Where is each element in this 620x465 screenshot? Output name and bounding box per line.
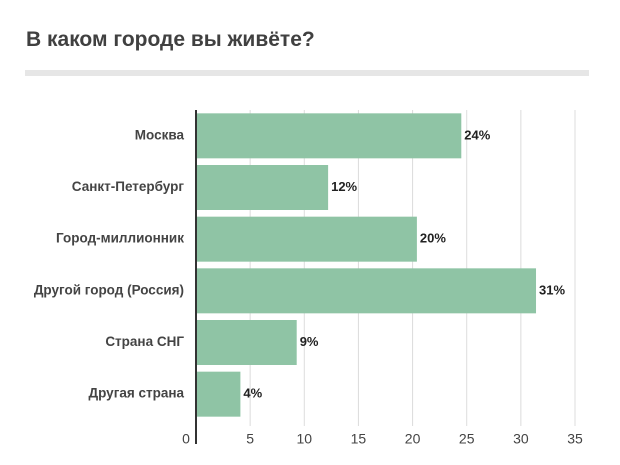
- value-label-5: 4%: [243, 386, 262, 401]
- value-label-3: 31%: [539, 282, 565, 297]
- x-tick-label-20: 20: [405, 431, 421, 447]
- bar-4: [196, 320, 297, 365]
- value-label-1: 12%: [331, 179, 357, 194]
- category-label-3: Другой город (Россия): [34, 282, 184, 297]
- labels: 0 5 10 15 20 25 30 35 Москва 24% Санкт-Петербург 12…: [34, 127, 583, 446]
- bar-5: [196, 371, 241, 417]
- bars: [196, 113, 537, 417]
- value-label-2: 20%: [420, 231, 446, 246]
- x-tick-label-30: 30: [513, 431, 529, 447]
- x-tick-label-25: 25: [459, 431, 475, 447]
- category-label-5: Другая страна: [89, 386, 185, 401]
- category-label-2: Город-миллионник: [56, 231, 184, 246]
- x-tick-label-35: 35: [567, 431, 583, 447]
- x-tick-label-5: 5: [246, 431, 254, 447]
- bar-0: [196, 113, 462, 159]
- grid-lines: [249, 110, 576, 426]
- category-label-1: Санкт-Петербург: [72, 179, 185, 194]
- x-tick-label-10: 10: [296, 431, 312, 447]
- title-divider: [25, 70, 589, 76]
- chart-title: В каком городе вы живёте?: [26, 28, 315, 51]
- bar-3: [196, 268, 537, 314]
- x-tick-label-0: 0: [182, 431, 190, 447]
- category-label-4: Страна СНГ: [105, 334, 184, 349]
- bar-2: [196, 216, 417, 262]
- value-label-4: 9%: [300, 334, 319, 349]
- bar-1: [196, 165, 329, 210]
- value-label-0: 24%: [464, 127, 490, 142]
- category-label-0: Москва: [135, 127, 185, 142]
- x-tick-label-15: 15: [351, 431, 367, 447]
